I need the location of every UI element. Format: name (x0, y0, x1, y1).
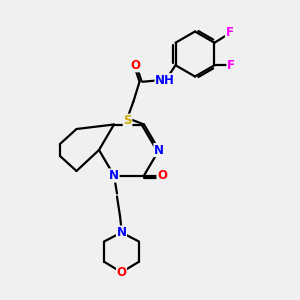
Text: NH: NH (155, 74, 175, 87)
Text: S: S (123, 114, 132, 127)
Text: F: F (227, 59, 235, 72)
Text: N: N (109, 169, 119, 182)
Text: N: N (154, 143, 164, 157)
Text: O: O (116, 266, 127, 279)
Text: N: N (116, 226, 127, 239)
Text: O: O (130, 59, 140, 72)
Text: F: F (226, 26, 233, 39)
Text: O: O (157, 169, 167, 182)
